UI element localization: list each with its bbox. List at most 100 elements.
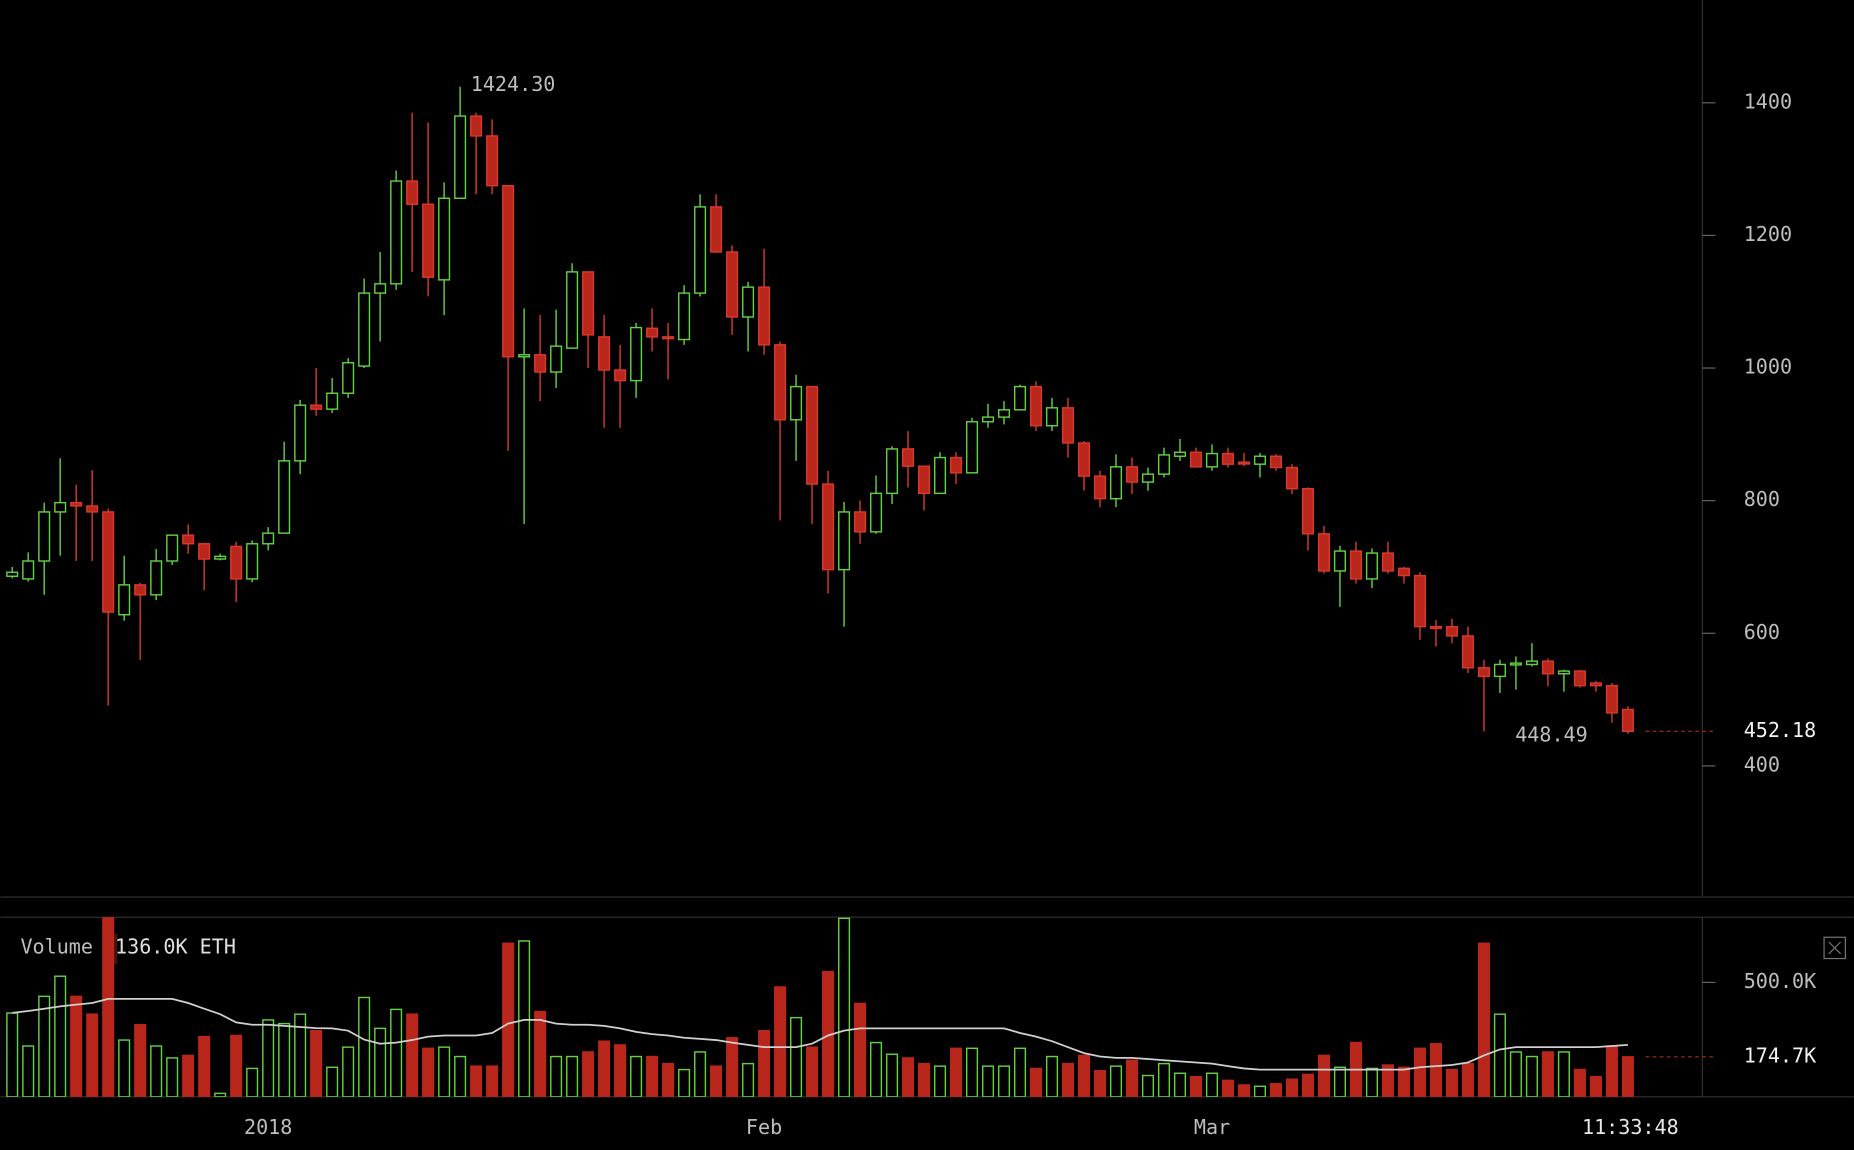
- y-tick-label: 1200: [1744, 222, 1792, 246]
- candle-body: [134, 584, 147, 596]
- volume-bar: [614, 1044, 627, 1097]
- y-tick-label: 500.0K: [1744, 969, 1817, 993]
- candle-body: [406, 180, 419, 205]
- x-tick-label: Mar: [1194, 1115, 1230, 1139]
- volume-bar: [470, 1065, 483, 1097]
- y-tick-label: 1400: [1744, 89, 1792, 113]
- volume-bar: [198, 1035, 211, 1097]
- candle-body: [1205, 452, 1219, 468]
- volume-bar: [1157, 1062, 1171, 1097]
- candle-body: [982, 416, 995, 423]
- candle-body: [1525, 660, 1538, 666]
- candle-body: [902, 448, 915, 467]
- volume-bar: [70, 995, 83, 1097]
- volume-bar: [997, 1065, 1011, 1097]
- candle-body: [470, 115, 483, 137]
- candle-body: [230, 545, 243, 580]
- candle-body: [1141, 473, 1155, 483]
- volume-bar: [310, 1029, 323, 1097]
- candle-body: [38, 511, 51, 562]
- volume-bar: [150, 1045, 163, 1097]
- volume-bar: [1221, 1079, 1235, 1097]
- volume-bar: [838, 917, 851, 1097]
- candle-body: [166, 534, 179, 562]
- volume-bar: [774, 986, 787, 1097]
- volume-bar: [630, 1055, 643, 1097]
- y-tick-label: 800: [1744, 487, 1780, 511]
- volume-bar: [454, 1055, 467, 1097]
- candle-body: [1301, 488, 1314, 535]
- candle-body: [294, 404, 307, 462]
- volume-bar: [902, 1057, 915, 1097]
- candle-body: [102, 511, 115, 613]
- candle-body: [726, 251, 739, 318]
- volume-bar: [214, 1092, 227, 1097]
- volume-bar: [1285, 1078, 1299, 1097]
- candle-body: [1093, 475, 1107, 500]
- volume-bar: [230, 1034, 243, 1097]
- volume-bar: [966, 1047, 979, 1097]
- candle-body: [997, 409, 1011, 418]
- candle-body: [742, 286, 755, 318]
- candle-body: [950, 456, 963, 474]
- volume-bar: [742, 1062, 755, 1097]
- volume-bar: [1541, 1051, 1554, 1097]
- candle-body: [54, 501, 67, 513]
- legend-value: 136.0K ETH: [115, 934, 236, 958]
- candle-body: [1157, 454, 1171, 475]
- candle-body: [1237, 461, 1251, 465]
- candle-body: [630, 326, 643, 382]
- volume-bar: [22, 1045, 35, 1097]
- volume-bar: [710, 1065, 723, 1097]
- volume-bar: [1413, 1047, 1426, 1097]
- y-tick-label: 600: [1744, 620, 1780, 644]
- volume-bar: [1189, 1075, 1203, 1097]
- volume-bar: [294, 1013, 307, 1097]
- candle-body: [326, 392, 339, 410]
- x-tick-label: 2018: [244, 1115, 292, 1139]
- volume-bar: [982, 1065, 995, 1097]
- candle-body: [646, 327, 659, 338]
- volume-bar: [1061, 1062, 1075, 1097]
- volume-bar: [1317, 1054, 1330, 1097]
- volume-bar: [1077, 1054, 1091, 1097]
- close-x: [1828, 941, 1842, 955]
- candle-body: [1397, 567, 1410, 577]
- close-button[interactable]: [1823, 936, 1846, 960]
- candle-body: [6, 571, 19, 577]
- candle-body: [502, 184, 515, 358]
- candle-body: [518, 354, 531, 358]
- candle-body: [1013, 385, 1027, 411]
- volume-bar: [1237, 1084, 1251, 1097]
- volume-bars: [6, 917, 1634, 1097]
- candle-body: [1125, 466, 1139, 483]
- current-volume-label: 174.7K: [1744, 1043, 1817, 1067]
- candle-body: [22, 560, 35, 580]
- volume-bar: [118, 1039, 131, 1097]
- close-box[interactable]: [1823, 936, 1846, 960]
- volume-bar: [934, 1065, 947, 1097]
- volume-bar: [54, 975, 67, 1097]
- candle-body: [790, 385, 803, 421]
- volume-bar: [1333, 1066, 1346, 1097]
- candle-body: [262, 532, 275, 545]
- volume-bar: [950, 1047, 963, 1097]
- volume-bar: [1093, 1070, 1107, 1097]
- volume-bar: [182, 1054, 195, 1097]
- y-tick-label: 1000: [1744, 355, 1792, 379]
- candle-body: [118, 584, 131, 616]
- volume-bar: [790, 1016, 803, 1097]
- candle-body: [1365, 552, 1378, 580]
- volume-bar: [486, 1065, 499, 1097]
- candle-body: [1445, 625, 1458, 637]
- candle-body: [1269, 455, 1283, 469]
- candle-body: [246, 543, 259, 580]
- volume-bar: [1621, 1056, 1634, 1097]
- volume-bar: [326, 1066, 339, 1097]
- volume-bar: [694, 1051, 707, 1097]
- candle-body: [854, 511, 867, 533]
- volume-bar: [1589, 1075, 1602, 1097]
